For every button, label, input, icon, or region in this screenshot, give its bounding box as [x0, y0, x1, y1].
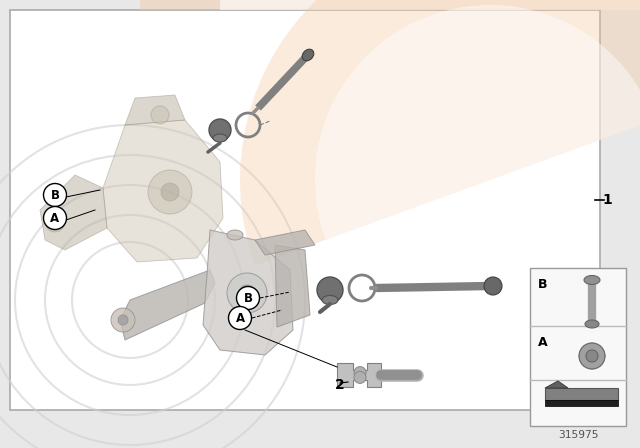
Text: B: B	[51, 189, 60, 202]
Polygon shape	[103, 120, 223, 262]
Ellipse shape	[227, 230, 243, 240]
Polygon shape	[120, 270, 215, 340]
Text: A: A	[236, 311, 244, 324]
Circle shape	[579, 343, 605, 369]
Circle shape	[484, 277, 502, 295]
Ellipse shape	[584, 276, 600, 284]
Wedge shape	[240, 0, 640, 266]
Circle shape	[45, 212, 65, 232]
Circle shape	[151, 106, 169, 124]
Text: A: A	[51, 211, 60, 224]
Circle shape	[44, 184, 67, 207]
Text: 315975: 315975	[557, 430, 598, 440]
Polygon shape	[337, 363, 381, 387]
Circle shape	[51, 218, 59, 226]
Circle shape	[111, 308, 135, 332]
Polygon shape	[545, 388, 618, 400]
Circle shape	[148, 170, 192, 214]
Wedge shape	[315, 5, 640, 240]
Ellipse shape	[213, 134, 227, 142]
Ellipse shape	[585, 320, 599, 328]
Wedge shape	[220, 0, 640, 10]
Text: B: B	[538, 278, 547, 291]
Wedge shape	[140, 0, 640, 10]
Circle shape	[586, 350, 598, 362]
Text: 2: 2	[335, 378, 345, 392]
Text: B: B	[243, 292, 253, 305]
Circle shape	[354, 366, 366, 379]
Ellipse shape	[302, 49, 314, 61]
Polygon shape	[545, 381, 568, 388]
Polygon shape	[545, 400, 618, 406]
Polygon shape	[125, 95, 185, 125]
Circle shape	[209, 119, 231, 141]
Circle shape	[237, 287, 259, 310]
Circle shape	[239, 285, 255, 301]
Polygon shape	[275, 245, 310, 327]
Circle shape	[161, 183, 179, 201]
Circle shape	[317, 277, 343, 303]
Circle shape	[44, 207, 67, 229]
Polygon shape	[255, 230, 315, 255]
FancyBboxPatch shape	[530, 268, 626, 426]
Ellipse shape	[322, 296, 338, 305]
Circle shape	[228, 306, 252, 329]
Text: A: A	[538, 336, 548, 349]
Circle shape	[227, 273, 267, 313]
Polygon shape	[40, 175, 107, 250]
Polygon shape	[203, 230, 293, 355]
Circle shape	[118, 315, 128, 325]
FancyBboxPatch shape	[10, 10, 600, 410]
Circle shape	[354, 371, 366, 383]
Text: 1: 1	[602, 193, 612, 207]
